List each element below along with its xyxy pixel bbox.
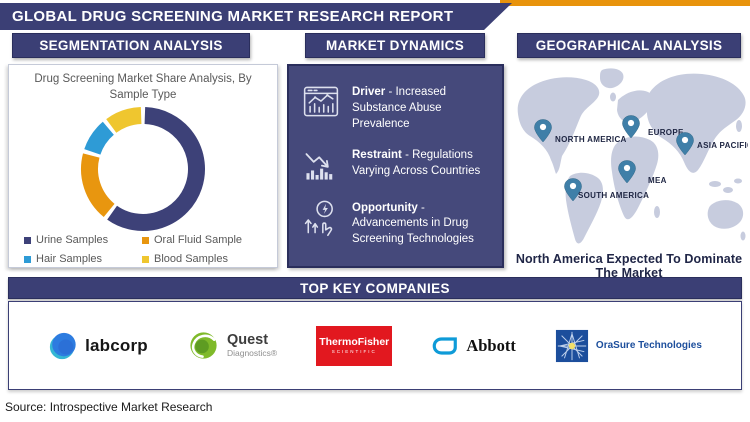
market-dynamics-header-label: MARKET DYNAMICS [326, 38, 464, 53]
legend-label: Oral Fluid Sample [154, 234, 243, 247]
legend-item: Urine Samples [24, 234, 142, 246]
dynamics-item-text: Opportunity - Advancements in Drug Scree… [352, 201, 474, 245]
declining-chart-icon [305, 153, 333, 180]
donut-chart [81, 107, 205, 231]
logo-orasure: OraSure Technologies [555, 329, 702, 363]
dynamics-item-text: Driver - Increased Substance Abuse Preva… [352, 86, 446, 130]
segmentation-header: SEGMENTATION ANALYSIS [12, 33, 250, 58]
pin-center-dot [539, 123, 547, 131]
dynamics-item-driver: Driver - Increased Substance Abuse Preva… [301, 82, 492, 132]
geographical-header-label: GEOGRAPHICAL ANALYSIS [535, 38, 723, 53]
legend-marker [24, 236, 31, 244]
map-pin-europe: EUROPE [622, 115, 684, 139]
logo-labcorp: labcorp [48, 331, 148, 361]
location-pin-icon [676, 132, 694, 156]
logo-abbott: Abbott [431, 332, 516, 360]
quest-icon [190, 332, 217, 359]
source-note: Source: Introspective Market Research [5, 400, 213, 414]
labcorp-icon [49, 332, 76, 359]
pin-center-dot [681, 136, 689, 144]
logo-thermofisher: ThermoFisher SCIENTIFIC [316, 325, 393, 366]
abbott-wordmark: Abbott [466, 335, 516, 355]
legend-item: Hair Samples [24, 253, 142, 265]
geographical-body: NORTH AMERICA EUROPE ASIA PACIFIC MEA SOUTH … [510, 64, 750, 280]
chart-legend: Urine Samples Oral Fluid Sample Hair Sampl… [9, 234, 277, 265]
region-label: MEA [648, 176, 667, 185]
location-pin-icon [622, 115, 640, 139]
report-title-banner: GLOBAL DRUG SCREENING MARKET RESEARCH RE… [0, 3, 512, 30]
geographical-header: GEOGRAPHICAL ANALYSIS [517, 33, 741, 58]
labcorp-wordmark: labcorp [85, 335, 148, 355]
donut-segment [81, 153, 115, 218]
pin-center-dot [627, 119, 635, 127]
legend-label: Hair Samples [36, 253, 103, 266]
map-pin-mea: MEA [618, 160, 667, 185]
location-pin-icon [564, 178, 582, 202]
market-dynamics-body: Driver - Increased Substance Abuse Preva… [287, 64, 504, 268]
quest-subtext: Diagnostics® [226, 348, 278, 359]
dynamics-item-opportunity: Opportunity - Advancements in Drug Scree… [301, 198, 492, 248]
abbott-icon [433, 336, 458, 355]
region-label: SOUTH AMERICA [578, 191, 649, 200]
companies-body: labcorp Quest Diagnostics® ThermoFisher … [8, 301, 742, 390]
donut-segment [84, 121, 115, 156]
dynamics-item-restraint: Restraint - Regulations Varying Across C… [301, 145, 492, 185]
innovation-icon [304, 200, 333, 237]
world-map: NORTH AMERICA EUROPE ASIA PACIFIC MEA SOUTH … [517, 68, 750, 244]
location-pin-icon [534, 119, 552, 143]
map-pin-asia-pacific: ASIA PACIFIC [676, 132, 750, 156]
map-pin-north-america: NORTH AMERICA [534, 119, 627, 144]
legend-marker [142, 236, 149, 244]
companies-header-label: TOP KEY COMPANIES [300, 280, 450, 296]
dashboard-chart-icon [303, 87, 339, 117]
legend-label: Blood Samples [154, 253, 228, 266]
orasure-wordmark: OraSure Technologies [595, 340, 702, 351]
dynamics-item-text: Restraint - Regulations Varying Across C… [352, 149, 481, 177]
thermofisher-subtext: SCIENTIFIC [331, 349, 377, 355]
map-pin-south-america: SOUTH AMERICA [564, 178, 649, 202]
region-label: NORTH AMERICA [555, 135, 627, 144]
page-title: GLOBAL DRUG SCREENING MARKET RESEARCH RE… [12, 8, 454, 25]
orasure-icon [555, 329, 588, 362]
donut-segment [106, 107, 142, 134]
region-label: ASIA PACIFIC [697, 141, 748, 150]
map-continents [517, 68, 746, 244]
geography-caption: North America Expected To Dominate The M… [515, 252, 743, 280]
legend-marker [142, 255, 149, 263]
thermofisher-wordmark: ThermoFisher [319, 335, 390, 348]
quest-wordmark: Quest [226, 331, 269, 348]
pin-center-dot [623, 164, 631, 172]
region-label: EUROPE [648, 128, 684, 137]
logo-quest-diagnostics: Quest Diagnostics® [187, 329, 277, 362]
legend-item: Blood Samples [142, 253, 262, 265]
location-pin-icon [618, 160, 636, 184]
legend-marker [24, 255, 31, 263]
legend-label: Urine Samples [36, 234, 109, 247]
companies-header: TOP KEY COMPANIES [8, 277, 742, 299]
segmentation-body: Drug Screening Market Share Analysis, By… [8, 64, 278, 268]
top-accent-bar [500, 0, 750, 6]
legend-item: Oral Fluid Sample [142, 234, 262, 246]
market-dynamics-header: MARKET DYNAMICS [305, 33, 485, 58]
map-pins: NORTH AMERICA EUROPE ASIA PACIFIC MEA SOUTH … [534, 115, 750, 202]
donut-segment [107, 107, 205, 231]
segmentation-header-label: SEGMENTATION ANALYSIS [39, 38, 223, 53]
donut-chart-title: Drug Screening Market Share Analysis, By… [34, 73, 252, 101]
pin-center-dot [569, 182, 577, 190]
